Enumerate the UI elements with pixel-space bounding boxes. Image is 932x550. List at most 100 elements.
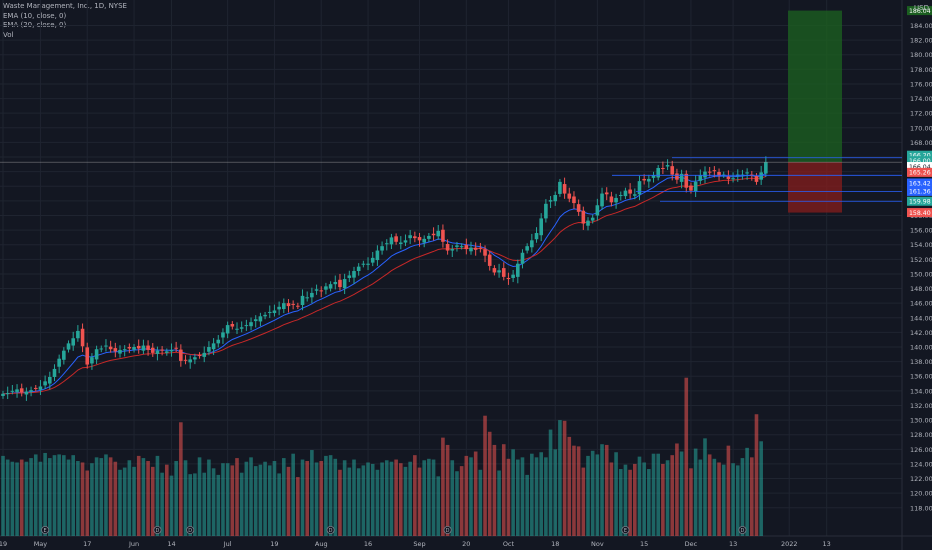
- time-axis[interactable]: 19 May 17 Jun 14 Jul 19 Aug 16 Sep 20 Oct 18 Nov 15 Dec…: [0, 526, 831, 548]
- candle-body: [193, 357, 197, 360]
- candle-body: [642, 178, 646, 181]
- volume-bar: [703, 438, 707, 536]
- candle-body: [141, 345, 146, 351]
- volume-bar: [516, 459, 520, 536]
- y-tick-label: 172.00: [910, 110, 932, 118]
- volume-bar: [394, 459, 398, 536]
- candle-body: [590, 217, 595, 221]
- candle-body: [558, 181, 562, 194]
- volume-bar: [296, 477, 300, 536]
- event-marker: [41, 526, 50, 535]
- volume-bar: [717, 462, 721, 536]
- candle-body: [403, 240, 408, 243]
- price-label: 166.20: [909, 153, 931, 160]
- y-tick-label: 156.00: [910, 227, 932, 235]
- price-label-bg: [907, 156, 932, 166]
- candle-body: [5, 393, 10, 395]
- candle-body: [361, 263, 366, 265]
- candle-body: [651, 175, 656, 178]
- price-axis[interactable]: 184.00 182.00 180.00 178.00 176.00 174.00 172.…: [907, 6, 932, 512]
- volume-bar: [375, 469, 380, 536]
- volume-bar: [633, 463, 637, 536]
- candle-body: [656, 167, 660, 178]
- x-tick-label: 13: [729, 540, 737, 548]
- volume-bar: [754, 414, 759, 536]
- candle-body: [291, 303, 295, 305]
- candle-body: [375, 250, 380, 261]
- candle-body: [267, 311, 272, 313]
- volume-bar: [29, 458, 33, 536]
- volume-bar: [534, 457, 539, 536]
- candle-body: [637, 181, 642, 195]
- candle-body: [300, 295, 305, 305]
- volume-bar: [249, 457, 253, 536]
- volume-bar: [244, 461, 249, 536]
- volume-bar: [90, 463, 94, 536]
- y-tick-label: 122.00: [910, 475, 932, 483]
- candle-body: [183, 359, 188, 361]
- event-marker: [621, 526, 630, 535]
- legend-volume[interactable]: Vol: [3, 30, 14, 39]
- candle-body: [530, 240, 534, 248]
- volume-bar: [66, 459, 71, 536]
- volume-bar: [698, 459, 703, 536]
- candle-body: [707, 171, 712, 173]
- legend-ema10[interactable]: EMA (10, close, 0): [3, 11, 67, 20]
- y-tick-label: 132.00: [910, 402, 932, 410]
- volume-bar: [581, 467, 586, 536]
- x-tick-label: 13: [823, 540, 831, 548]
- x-tick-label: 14: [167, 540, 175, 548]
- candle-body: [562, 184, 567, 194]
- candle-body: [441, 229, 445, 242]
- price-label: 186.04: [909, 8, 931, 15]
- volume-bar: [193, 473, 197, 536]
- volume-bar: [483, 415, 487, 536]
- candle-body: [581, 210, 586, 224]
- volume-bar: [202, 472, 207, 536]
- event-marker-label: D: [188, 528, 192, 534]
- volume-bar: [553, 449, 558, 536]
- volume-bar: [10, 461, 15, 536]
- x-tick-label: 15: [640, 540, 648, 548]
- candle-body: [319, 290, 324, 292]
- target-zone: [788, 10, 842, 163]
- volume-bar: [305, 461, 309, 536]
- volume-bar: [43, 452, 47, 536]
- candle-body: [670, 166, 675, 175]
- volume-bar: [338, 469, 342, 536]
- candle-body: [511, 274, 515, 278]
- candle-body: [188, 359, 192, 363]
- volume-bar: [497, 470, 501, 536]
- price-label-bg: [907, 178, 932, 188]
- volume-bar: [707, 454, 712, 536]
- legend-title[interactable]: Waste Management, Inc., 1D, NYSE: [3, 2, 127, 10]
- price-label-bg: [907, 196, 932, 206]
- volume-bar: [656, 453, 660, 536]
- event-marker: [153, 526, 162, 535]
- volume-bar: [118, 469, 122, 536]
- volume-bar: [726, 445, 731, 536]
- candles: [1, 156, 768, 401]
- volume-bar: [567, 436, 572, 536]
- volume-bar: [258, 464, 263, 536]
- y-tick-label: 138.00: [910, 358, 932, 366]
- candle-body: [759, 172, 763, 180]
- volume-bar: [211, 468, 216, 536]
- volume-bar: [735, 465, 740, 536]
- volume-bar: [759, 441, 763, 536]
- candle-body: [567, 193, 572, 199]
- candle-body: [436, 230, 441, 237]
- volume-bar: [642, 462, 646, 536]
- volume-bar: [665, 460, 670, 536]
- x-tick-label: 16: [364, 540, 372, 548]
- volume-bar: [113, 461, 118, 536]
- candle-body: [62, 350, 66, 360]
- event-marker: [186, 526, 195, 535]
- candle-body: [263, 314, 267, 317]
- volume-bar: [277, 473, 281, 536]
- volume-bar: [403, 466, 408, 536]
- volume-bar: [459, 466, 464, 536]
- candle-body: [155, 350, 160, 354]
- volume-bar: [333, 458, 338, 536]
